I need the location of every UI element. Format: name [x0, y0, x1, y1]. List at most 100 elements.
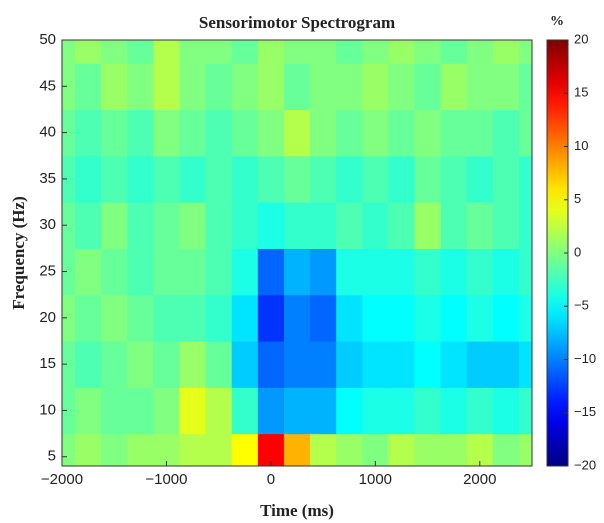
heatmap-cell	[283, 63, 311, 111]
heatmap-cell	[153, 40, 181, 64]
heatmap-cell	[414, 109, 442, 157]
heatmap-cell	[153, 248, 181, 296]
heatmap-cell	[283, 294, 311, 342]
heatmap-cell	[414, 387, 442, 435]
heatmap-cell	[101, 248, 128, 296]
heatmap-cell	[414, 202, 442, 249]
heatmap-cell	[153, 387, 181, 435]
heatmap-cell	[388, 63, 416, 111]
heatmap-cell	[440, 387, 468, 435]
heatmap-cell	[492, 63, 520, 111]
heatmap-cell	[492, 109, 520, 157]
heatmap-cell	[388, 248, 416, 296]
heatmap-cell	[257, 63, 285, 111]
heatmap-cell	[388, 294, 416, 342]
colorbar-tick-label: −15	[574, 404, 596, 419]
heatmap-cell	[179, 40, 207, 64]
heatmap-cell	[310, 433, 337, 466]
heatmap-cell	[75, 155, 102, 203]
heatmap-cell	[127, 387, 154, 435]
heatmap-cell	[518, 387, 532, 435]
heatmap-cell	[414, 340, 442, 388]
heatmap-cell	[101, 63, 128, 111]
plot-frame	[61, 39, 533, 467]
x-tick-label: −1000	[145, 471, 187, 488]
heatmap-cell	[101, 294, 128, 342]
heatmap-cell	[127, 433, 154, 466]
heatmap-cell	[388, 340, 416, 388]
heatmap-cell	[75, 109, 102, 157]
heatmap-cell	[492, 340, 520, 388]
heatmap-cell	[75, 202, 102, 249]
heatmap-cell	[62, 340, 76, 388]
y-tick-label: 40	[39, 124, 56, 141]
heatmap-cell	[440, 109, 468, 157]
heatmap-cell	[101, 387, 128, 435]
heatmap-cell	[62, 40, 76, 64]
heatmap-cell	[336, 433, 363, 466]
heatmap-cell	[205, 294, 233, 342]
heatmap-cell	[362, 387, 389, 435]
heatmap-cell	[388, 433, 416, 466]
heatmap-cell	[283, 40, 311, 64]
x-axis-label: Time (ms)	[260, 501, 334, 520]
heatmap-cell	[440, 155, 468, 203]
heatmap-cell	[179, 387, 207, 435]
heatmap-cell	[62, 433, 76, 466]
heatmap-cell	[414, 248, 442, 296]
heatmap-cell	[231, 433, 259, 466]
heatmap-cell	[75, 40, 102, 64]
y-tick-label: 20	[39, 309, 56, 326]
heatmap-cell	[283, 340, 311, 388]
heatmap-cell	[388, 202, 416, 249]
heatmap-cell	[231, 202, 259, 249]
heatmap-cell	[127, 294, 154, 342]
heatmap-cell	[127, 155, 154, 203]
colorbar-tick-label: −10	[574, 351, 596, 366]
heatmap-cell	[153, 63, 181, 111]
heatmap-cell	[440, 294, 468, 342]
heatmap-cell	[336, 340, 363, 388]
heatmap-cell	[440, 433, 468, 466]
colorbar-tick-label: 10	[574, 138, 588, 153]
heatmap-cell	[388, 40, 416, 64]
heatmap-cell	[362, 294, 389, 342]
heatmap-cell	[231, 155, 259, 203]
heatmap-cell	[101, 40, 128, 64]
heatmap-cell	[257, 202, 285, 249]
heatmap-cell	[179, 294, 207, 342]
colorbar-tick-label: 20	[574, 31, 588, 46]
heatmap-cell	[414, 155, 442, 203]
heatmap-cell	[388, 155, 416, 203]
heatmap-cell	[466, 248, 494, 296]
colorbar-label: %	[550, 14, 564, 29]
heatmap-cell	[62, 387, 76, 435]
heatmap-cell	[336, 155, 363, 203]
heatmap-cell	[75, 63, 102, 111]
heatmap-cell	[127, 340, 154, 388]
heatmap-cell	[466, 433, 494, 466]
heatmap-cell	[414, 63, 442, 111]
heatmap-cell	[231, 387, 259, 435]
heatmap-cell	[362, 202, 389, 249]
heatmap-cell	[362, 40, 389, 64]
heatmap-cell	[310, 248, 337, 296]
heatmap-cell	[205, 433, 233, 466]
heatmap-cell	[362, 63, 389, 111]
heatmap-cell	[283, 109, 311, 157]
heatmap-cell	[101, 433, 128, 466]
heatmap-cell	[75, 294, 102, 342]
heatmap-cell	[257, 433, 285, 466]
colorbar-tick-label: −5	[574, 298, 589, 313]
heatmap-cell	[205, 109, 233, 157]
heatmap-cell	[62, 294, 76, 342]
heatmap-cell	[231, 40, 259, 64]
heatmap-cell	[257, 40, 285, 64]
heatmap-cell	[310, 202, 337, 249]
heatmap-cell	[257, 387, 285, 435]
heatmap-cell	[283, 155, 311, 203]
heatmap-cell	[336, 202, 363, 249]
heatmap-cell	[466, 294, 494, 342]
